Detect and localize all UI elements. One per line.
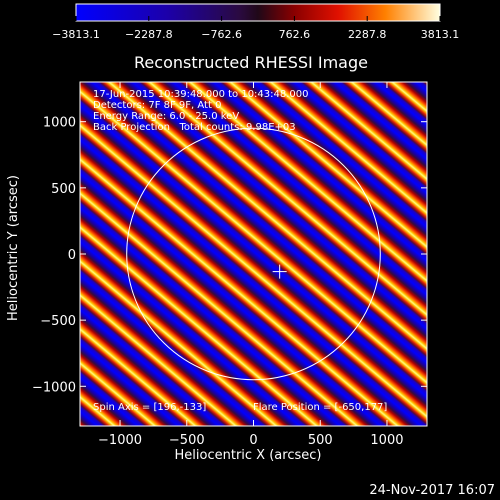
y-tick-label: −500 [40, 314, 76, 329]
colorbar-tick-label: −3813.1 [52, 28, 100, 41]
annotations: 17-Jun-2015 10:39:48.000 to 10:43:48.000… [93, 89, 387, 413]
x-axis-label: Heliocentric X (arcsec) [175, 448, 322, 463]
colorbar-frame [75, 3, 441, 22]
colorbar-tick-label: 3813.1 [421, 28, 460, 41]
solar-limb-circle [126, 127, 381, 381]
plot-area: −1000 −500 0 500 1000 −1000 −500 0 500 1000 [32, 81, 428, 448]
y-tick-label: 1000 [43, 116, 76, 131]
x-tick-label: −500 [169, 433, 205, 448]
y-axis-label: Heliocentric Y (arcsec) [6, 175, 21, 321]
colorbar: −3813.1 −2287.8 −762.6 762.6 2287.8 3813.1 [52, 3, 460, 41]
colorbar-tick-label: −2287.8 [125, 28, 173, 41]
y-tick-label: −1000 [32, 380, 76, 395]
annotation-energy-range: Energy Range: 6.0 - 25.0 keV [93, 111, 239, 122]
colorbar-tick-label: −762.6 [201, 28, 242, 41]
colorbar-tick-label: 762.6 [279, 28, 311, 41]
x-tick-label: −1000 [98, 433, 142, 448]
x-tick-label: 500 [308, 433, 333, 448]
flare-position-label: Flare Position = [-650,177] [253, 402, 387, 413]
colorbar-gradient [76, 4, 440, 21]
timestamp: 24-Nov-2017 16:07 [369, 483, 495, 498]
colorbar-tick-label: 2287.8 [348, 28, 387, 41]
annotation-detectors: Detectors: 7F 8F 9F, Att 0 [93, 100, 221, 111]
chart-title: Reconstructed RHESSI Image [134, 53, 368, 72]
x-tick-label: 1000 [370, 433, 403, 448]
spin-axis-label: Spin Axis = [196,-133] [93, 402, 206, 413]
annotation-time-range: 17-Jun-2015 10:39:48.000 to 10:43:48.000 [93, 89, 309, 100]
x-tick-label: 0 [249, 433, 257, 448]
y-tick-label: 0 [68, 248, 76, 263]
heatmap-image [80, 82, 427, 426]
annotation-total-counts: Back Projection Total counts: 9.98E+03 [93, 122, 296, 133]
y-tick-label: 500 [51, 182, 76, 197]
